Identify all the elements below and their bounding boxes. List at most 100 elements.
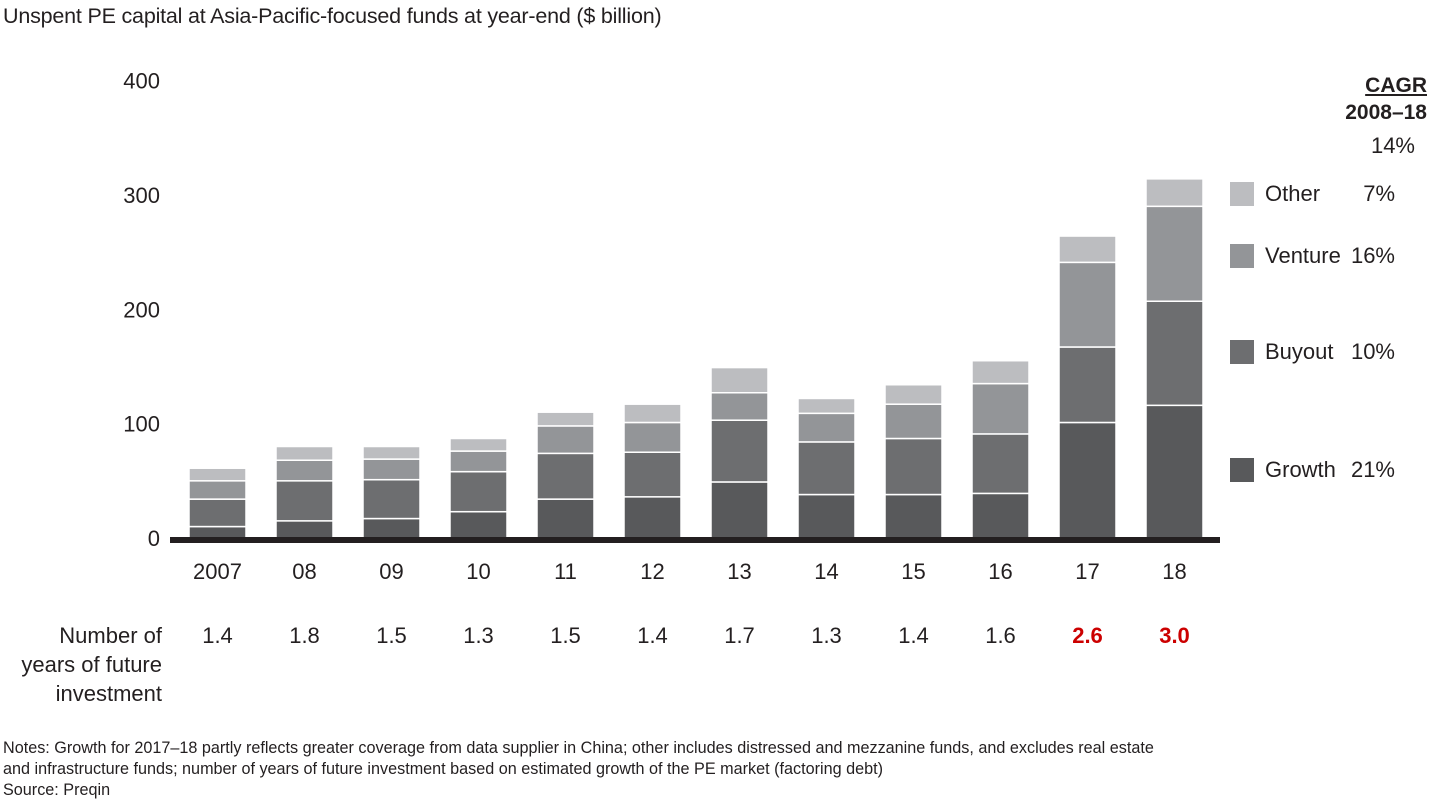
bars-group xyxy=(188,178,1204,539)
years-value-label: 1.4 xyxy=(898,623,929,648)
bar-segment-growth xyxy=(797,493,856,539)
bar-segment-buyout xyxy=(797,441,856,496)
bar-segment-venture xyxy=(1058,261,1117,348)
x-tick-label: 18 xyxy=(1162,559,1186,584)
bar-segment-other xyxy=(797,397,856,415)
legend-swatch-growth xyxy=(1230,458,1254,482)
bar-segment-buyout xyxy=(623,451,682,498)
years-of-future-investment-row: 1.4 1.8 1.5 1.3 1.5 1.4 1.7 1.3 1.4 1.6 2.6 3.0 xyxy=(202,623,1190,648)
bar-segment-buyout xyxy=(884,437,943,496)
source-line: Source: Preqin xyxy=(3,781,111,799)
bar-segment-buyout xyxy=(362,478,421,520)
bar-segment-growth xyxy=(884,493,943,539)
cagr-total: 14% xyxy=(1370,133,1415,158)
legend-cagr: 21% xyxy=(1350,457,1395,482)
y-tick-label: 200 xyxy=(123,297,160,322)
y-axis-ticks: 0 100 200 300 400 xyxy=(123,69,160,552)
bar-segment-buyout xyxy=(710,419,769,483)
x-tick-label: 08 xyxy=(292,559,316,584)
years-row-label-line: Number of xyxy=(59,623,162,648)
bar-segment-growth xyxy=(971,492,1030,539)
bar-segment-other xyxy=(188,467,247,482)
bar-segment-venture xyxy=(362,458,421,481)
bar-segment-other xyxy=(710,366,769,394)
bar-segment-other xyxy=(1058,235,1117,264)
bar-segment-growth xyxy=(1058,421,1117,539)
years-value-label: 1.3 xyxy=(463,623,494,648)
bar-segment-other xyxy=(536,411,595,427)
x-tick-label: 2007 xyxy=(193,559,242,584)
bar-segment-other xyxy=(884,383,943,405)
legend-label: Venture xyxy=(1265,243,1341,268)
x-tick-label: 14 xyxy=(814,559,838,584)
x-axis-ticks: 2007 08 09 10 11 12 13 14 15 16 17 18 xyxy=(193,559,1187,584)
years-value-label: 1.4 xyxy=(202,623,233,648)
y-tick-label: 400 xyxy=(123,69,160,94)
y-tick-label: 0 xyxy=(148,526,160,551)
bar-segment-growth xyxy=(536,498,595,539)
bar-segment-venture xyxy=(623,421,682,453)
years-value-label: 1.6 xyxy=(985,623,1016,648)
cagr-heading-title: CAGR xyxy=(1365,74,1427,97)
bar-segment-other xyxy=(362,445,421,460)
bar-segment-buyout xyxy=(275,480,334,522)
x-tick-label: 12 xyxy=(640,559,664,584)
legend-item-growth: Growth 21% xyxy=(1230,457,1420,484)
bar-segment-growth xyxy=(710,481,769,539)
legend-swatch-venture xyxy=(1230,244,1254,268)
notes-line: Notes: Growth for 2017–18 partly reflect… xyxy=(3,739,1154,757)
chart-notes: Notes: Growth for 2017–18 partly reflect… xyxy=(3,738,1154,801)
bar-segment-growth xyxy=(449,510,508,539)
years-value-label: 1.5 xyxy=(376,623,407,648)
bar-segment-venture xyxy=(710,391,769,421)
years-row-label: Number of years of future investment xyxy=(21,621,162,708)
bar-segment-venture xyxy=(275,459,334,482)
x-tick-label: 17 xyxy=(1075,559,1099,584)
legend-label: Buyout xyxy=(1265,339,1334,364)
legend-label: Other xyxy=(1265,181,1321,206)
years-value-label: 1.3 xyxy=(811,623,842,648)
legend-item-venture: Venture 16% xyxy=(1230,243,1420,270)
legend-cagr: 10% xyxy=(1350,339,1395,364)
years-value-label: 1.7 xyxy=(724,623,755,648)
legend-cagr: 7% xyxy=(1363,181,1395,206)
bar-segment-other xyxy=(275,445,334,461)
x-axis-line xyxy=(170,537,1220,543)
years-value-label: 1.8 xyxy=(289,623,320,648)
bar-segment-buyout xyxy=(449,470,508,513)
legend-cagr: 16% xyxy=(1350,243,1395,268)
bar-segment-venture xyxy=(884,403,943,440)
years-value-label: 2.6 xyxy=(1072,623,1103,648)
cagr-heading: CAGR 2008–18 xyxy=(1345,72,1427,126)
bar-segment-venture xyxy=(449,450,508,473)
x-tick-label: 09 xyxy=(379,559,403,584)
bar-segment-other xyxy=(971,359,1030,385)
bar-segment-buyout xyxy=(536,452,595,500)
x-tick-label: 11 xyxy=(554,559,577,584)
bar-segment-buyout xyxy=(1145,300,1204,407)
legend-item-buyout: Buyout 10% xyxy=(1230,339,1420,366)
bar-segment-other xyxy=(623,403,682,424)
x-tick-label: 10 xyxy=(466,559,490,584)
years-value-label: 3.0 xyxy=(1159,623,1190,648)
x-tick-label: 13 xyxy=(727,559,751,584)
notes-line: and infrastructure funds; number of year… xyxy=(3,760,883,778)
years-value-label: 1.4 xyxy=(637,623,668,648)
cagr-heading-period: 2008–18 xyxy=(1345,101,1427,124)
y-tick-label: 100 xyxy=(123,412,160,437)
bar-segment-buyout xyxy=(1058,346,1117,424)
years-row-label-line: years of future xyxy=(21,652,162,677)
legend-swatch-buyout xyxy=(1230,340,1254,364)
bar-segment-venture xyxy=(536,425,595,455)
bar-segment-growth xyxy=(275,520,334,539)
legend-swatch-other xyxy=(1230,182,1254,206)
x-tick-label: 15 xyxy=(901,559,925,584)
legend-item-other: Other 7% xyxy=(1230,181,1420,208)
years-value-label: 1.5 xyxy=(550,623,581,648)
legend-label: Growth xyxy=(1265,457,1336,482)
bar-segment-other xyxy=(449,437,508,452)
bar-segment-venture xyxy=(971,382,1030,435)
bar-segment-venture xyxy=(797,412,856,443)
x-tick-label: 16 xyxy=(988,559,1012,584)
